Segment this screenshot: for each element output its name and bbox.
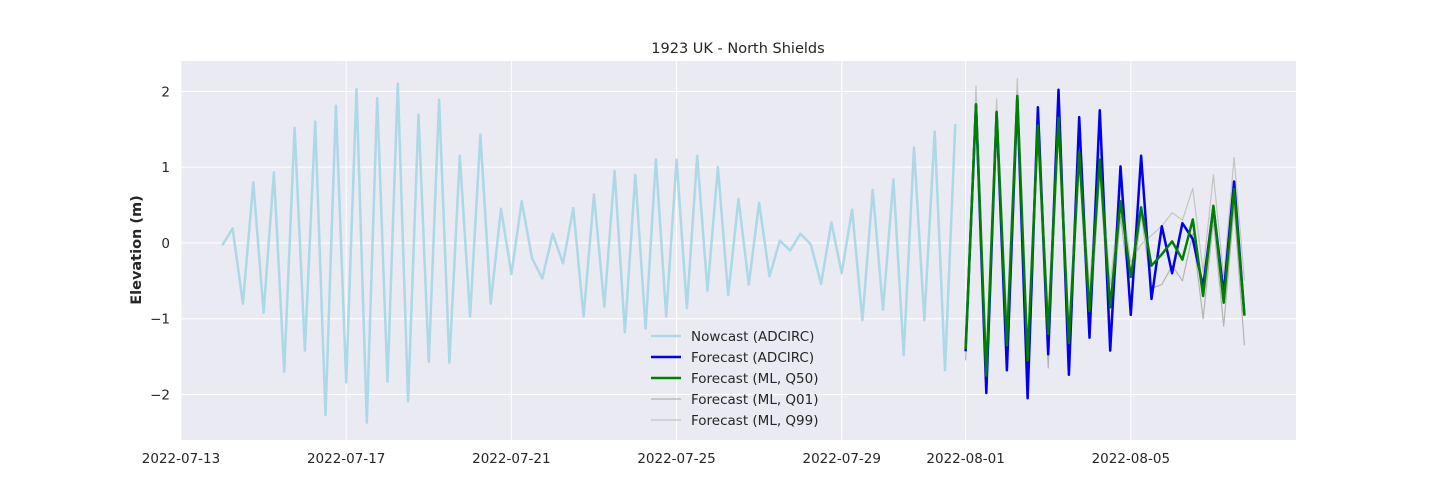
series-layer (221, 77, 1246, 424)
plot-area (181, 61, 1296, 440)
y-tick-label: −1 (150, 312, 170, 328)
x-tick-label: 2022-08-05 (1092, 451, 1170, 467)
legend-label-2: Forecast (ML, Q50) (691, 371, 819, 387)
legend-label-0: Nowcast (ADCIRC) (691, 329, 814, 345)
series-line-0 (221, 82, 957, 424)
y-axis-label: Elevation (m) (129, 195, 145, 305)
x-tick-label: 2022-07-17 (307, 451, 385, 467)
x-tick-label: 2022-07-29 (803, 451, 881, 467)
y-tick-label: −2 (150, 388, 170, 404)
legend-label-3: Forecast (ML, Q01) (691, 392, 819, 408)
x-tick-label: 2022-07-25 (637, 451, 715, 467)
series-line-2 (964, 94, 1246, 377)
x-tick-label: 2022-07-13 (142, 451, 220, 467)
y-tick-label: 0 (161, 236, 170, 252)
x-tick-label: 2022-07-21 (472, 451, 550, 467)
y-tick-label: 2 (161, 84, 170, 100)
legend: Nowcast (ADCIRC) Forecast (ADCIRC) Forecas… (651, 329, 819, 429)
x-axis-ticks: 2022-07-13 2022-07-17 2022-07-21 2022-07-25… (142, 451, 1170, 467)
y-tick-label: 1 (161, 160, 170, 176)
x-tick-label: 2022-08-01 (926, 451, 1004, 467)
legend-label-4: Forecast (ML, Q99) (691, 413, 819, 429)
legend-label-1: Forecast (ADCIRC) (691, 350, 814, 366)
chart-title: 1923 UK - North Shields (651, 41, 824, 57)
y-axis-ticks: −2 −1 0 1 2 (150, 84, 170, 403)
